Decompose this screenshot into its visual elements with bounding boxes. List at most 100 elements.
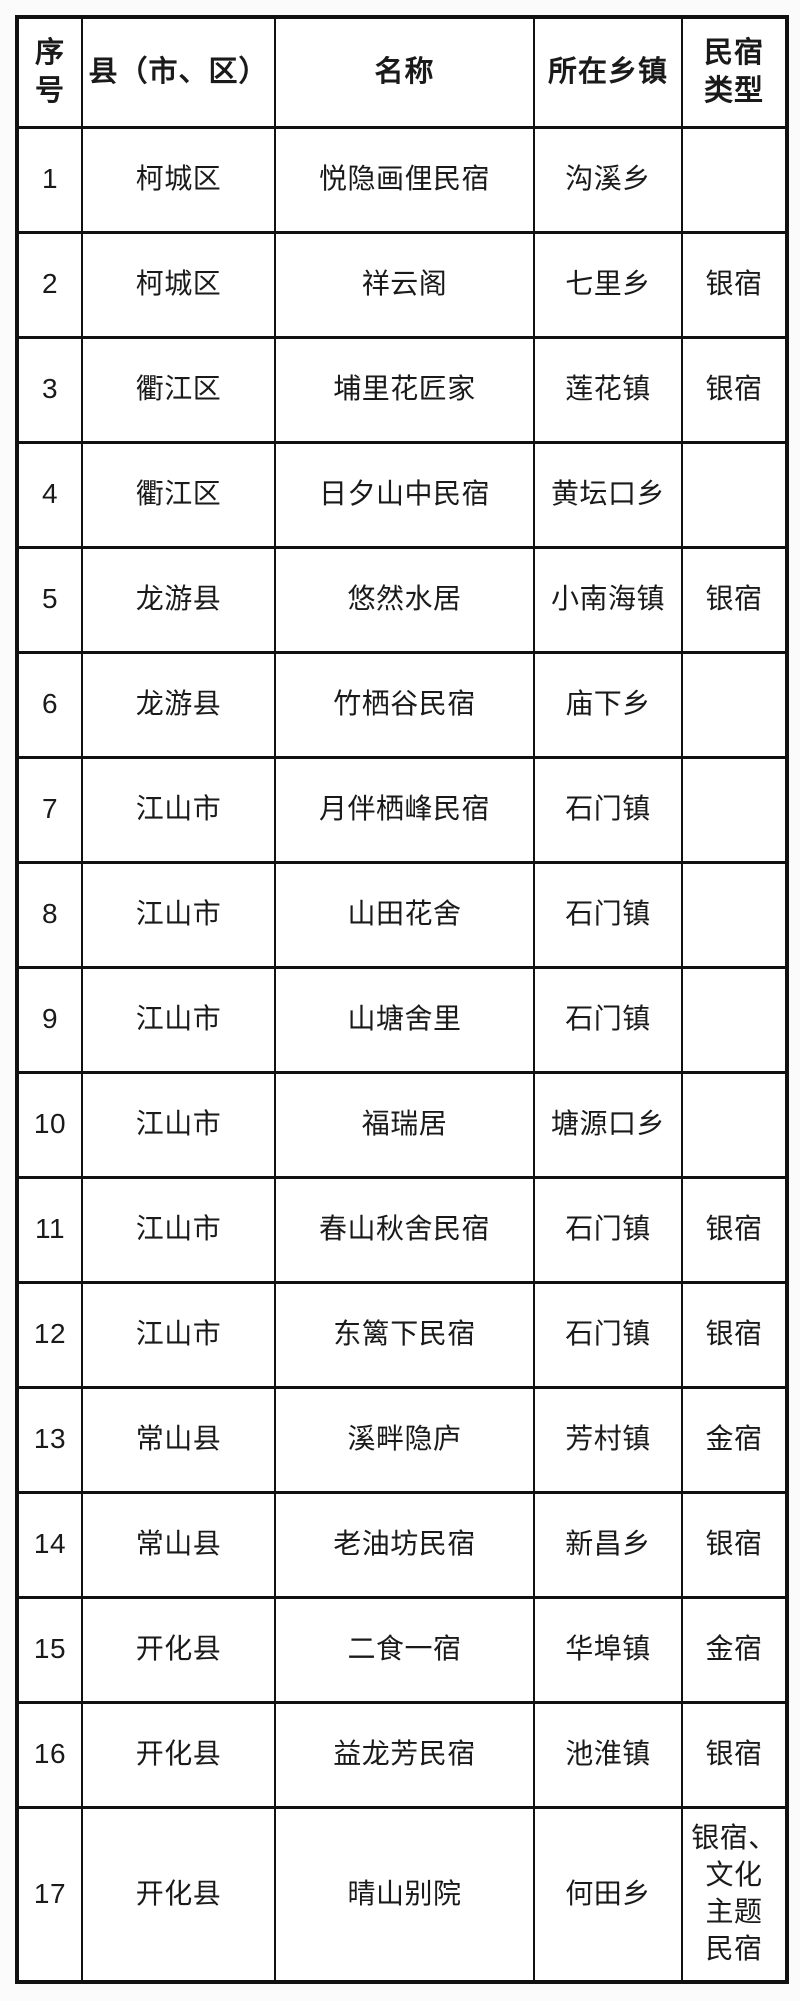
cell-name: 埔里花匠家 (274, 335, 535, 444)
table-row: 3 衢江区 埔里花匠家 莲花镇 银宿 (16, 335, 788, 444)
cell-type (681, 965, 788, 1074)
cell-township: 石门镇 (533, 1280, 683, 1389)
cell-county: 柯城区 (81, 125, 276, 234)
cell-county: 龙游县 (81, 545, 276, 654)
cell-name: 月伴栖峰民宿 (274, 755, 535, 864)
cell-index: 10 (16, 1070, 83, 1179)
cell-name: 东篱下民宿 (274, 1280, 535, 1389)
cell-index: 3 (16, 335, 83, 444)
cell-name: 悠然水居 (274, 545, 535, 654)
cell-county: 江山市 (81, 1070, 276, 1179)
cell-name: 二食一宿 (274, 1595, 535, 1704)
table-row: 16 开化县 益龙芳民宿 池淮镇 银宿 (16, 1700, 788, 1809)
cell-type (681, 860, 788, 969)
cell-name: 悦隐画俚民宿 (274, 125, 535, 234)
cell-township: 新昌乡 (533, 1490, 683, 1599)
cell-type: 银宿 (681, 1700, 788, 1809)
table-row: 15 开化县 二食一宿 华埠镇 金宿 (16, 1595, 788, 1704)
cell-index: 5 (16, 545, 83, 654)
table-header: 序 号 县（市、区） 名称 所在乡镇 民宿 类型 (16, 15, 788, 129)
cell-name: 溪畔隐庐 (274, 1385, 535, 1494)
cell-index: 8 (16, 860, 83, 969)
cell-township: 石门镇 (533, 755, 683, 864)
cell-name: 竹栖谷民宿 (274, 650, 535, 759)
column-header-township: 所在乡镇 (533, 15, 683, 129)
cell-township: 沟溪乡 (533, 125, 683, 234)
cell-township: 石门镇 (533, 965, 683, 1074)
cell-name: 祥云阁 (274, 230, 535, 339)
cell-county: 江山市 (81, 755, 276, 864)
cell-township: 石门镇 (533, 1175, 683, 1284)
cell-index: 14 (16, 1490, 83, 1599)
cell-index: 1 (16, 125, 83, 234)
cell-township: 黄坛口乡 (533, 440, 683, 549)
cell-township: 庙下乡 (533, 650, 683, 759)
table-row: 4 衢江区 日夕山中民宿 黄坛口乡 (16, 440, 788, 549)
column-header-type: 民宿 类型 (681, 15, 788, 129)
cell-type (681, 1070, 788, 1179)
column-header-name: 名称 (274, 15, 535, 129)
table-row: 17 开化县 晴山别院 何田乡 银宿、 文化 主题 民宿 (16, 1805, 788, 1984)
cell-index: 2 (16, 230, 83, 339)
cell-county: 衢江区 (81, 440, 276, 549)
table-row: 6 龙游县 竹栖谷民宿 庙下乡 (16, 650, 788, 759)
cell-county: 江山市 (81, 860, 276, 969)
cell-township: 华埠镇 (533, 1595, 683, 1704)
cell-type: 银宿、 文化 主题 民宿 (681, 1805, 788, 1984)
cell-name: 山田花舍 (274, 860, 535, 969)
cell-township: 塘源口乡 (533, 1070, 683, 1179)
cell-type: 银宿 (681, 545, 788, 654)
cell-township: 何田乡 (533, 1805, 683, 1984)
cell-name: 日夕山中民宿 (274, 440, 535, 549)
cell-type: 银宿 (681, 1175, 788, 1284)
cell-county: 开化县 (81, 1805, 276, 1984)
table-row: 1 柯城区 悦隐画俚民宿 沟溪乡 (16, 125, 788, 234)
cell-county: 江山市 (81, 965, 276, 1074)
homestay-table: 序 号 县（市、区） 名称 所在乡镇 民宿 类型 1 柯城区 悦隐画俚民宿 沟溪… (15, 15, 789, 1984)
cell-index: 11 (16, 1175, 83, 1284)
cell-type: 金宿 (681, 1595, 788, 1704)
cell-index: 15 (16, 1595, 83, 1704)
table-row: 5 龙游县 悠然水居 小南海镇 银宿 (16, 545, 788, 654)
column-header-index: 序 号 (16, 15, 83, 129)
cell-township: 石门镇 (533, 860, 683, 969)
table-row: 12 江山市 东篱下民宿 石门镇 银宿 (16, 1280, 788, 1389)
table-row: 13 常山县 溪畔隐庐 芳村镇 金宿 (16, 1385, 788, 1494)
cell-name: 福瑞居 (274, 1070, 535, 1179)
cell-county: 江山市 (81, 1280, 276, 1389)
cell-name: 春山秋舍民宿 (274, 1175, 535, 1284)
cell-county: 江山市 (81, 1175, 276, 1284)
cell-type: 银宿 (681, 1490, 788, 1599)
cell-township: 池淮镇 (533, 1700, 683, 1809)
table-row: 14 常山县 老油坊民宿 新昌乡 银宿 (16, 1490, 788, 1599)
cell-index: 7 (16, 755, 83, 864)
cell-county: 常山县 (81, 1385, 276, 1494)
cell-index: 16 (16, 1700, 83, 1809)
cell-county: 常山县 (81, 1490, 276, 1599)
table-row: 11 江山市 春山秋舍民宿 石门镇 银宿 (16, 1175, 788, 1284)
cell-township: 芳村镇 (533, 1385, 683, 1494)
cell-type: 金宿 (681, 1385, 788, 1494)
cell-name: 老油坊民宿 (274, 1490, 535, 1599)
column-header-county: 县（市、区） (81, 15, 276, 129)
cell-type (681, 440, 788, 549)
table-row: 8 江山市 山田花舍 石门镇 (16, 860, 788, 969)
cell-type: 银宿 (681, 230, 788, 339)
header-row: 序 号 县（市、区） 名称 所在乡镇 民宿 类型 (16, 15, 788, 129)
cell-index: 12 (16, 1280, 83, 1389)
cell-type (681, 650, 788, 759)
cell-township: 七里乡 (533, 230, 683, 339)
cell-township: 莲花镇 (533, 335, 683, 444)
cell-township: 小南海镇 (533, 545, 683, 654)
cell-type: 银宿 (681, 1280, 788, 1389)
cell-index: 9 (16, 965, 83, 1074)
cell-name: 益龙芳民宿 (274, 1700, 535, 1809)
table-row: 7 江山市 月伴栖峰民宿 石门镇 (16, 755, 788, 864)
cell-county: 柯城区 (81, 230, 276, 339)
table-row: 10 江山市 福瑞居 塘源口乡 (16, 1070, 788, 1179)
cell-name: 晴山别院 (274, 1805, 535, 1984)
cell-type (681, 755, 788, 864)
cell-index: 17 (16, 1805, 83, 1984)
cell-index: 4 (16, 440, 83, 549)
cell-index: 13 (16, 1385, 83, 1494)
